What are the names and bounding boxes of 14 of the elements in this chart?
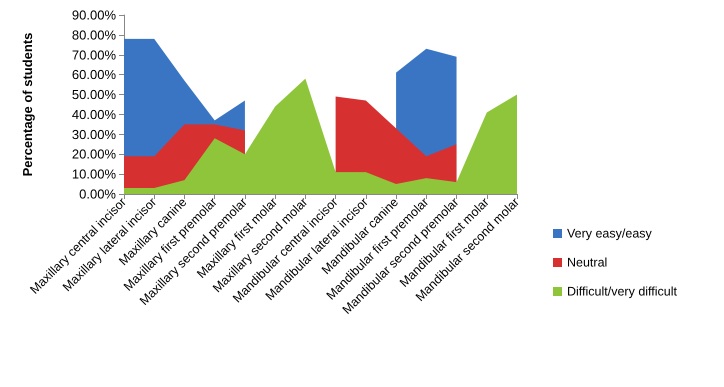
y-tick-label: 20.00%: [72, 146, 116, 162]
y-tick-label: 10.00%: [72, 166, 116, 182]
y-tick-label: 80.00%: [72, 27, 116, 42]
y-axis-title: Percentage of students: [20, 32, 35, 176]
y-tick-label: 0.00%: [79, 186, 116, 202]
legend-label: Difficult/very difficult: [567, 284, 678, 298]
y-tick-label: 50.00%: [72, 87, 116, 102]
y-tick-label: 60.00%: [72, 67, 116, 82]
legend-label: Very easy/easy: [567, 226, 653, 240]
y-tick-label: 30.00%: [72, 126, 116, 142]
y-tick-label: 70.00%: [72, 47, 116, 62]
y-tick-label: 40.00%: [72, 106, 116, 122]
y-tick-label: 90.00%: [72, 8, 116, 22]
legend-label: Neutral: [567, 256, 608, 270]
